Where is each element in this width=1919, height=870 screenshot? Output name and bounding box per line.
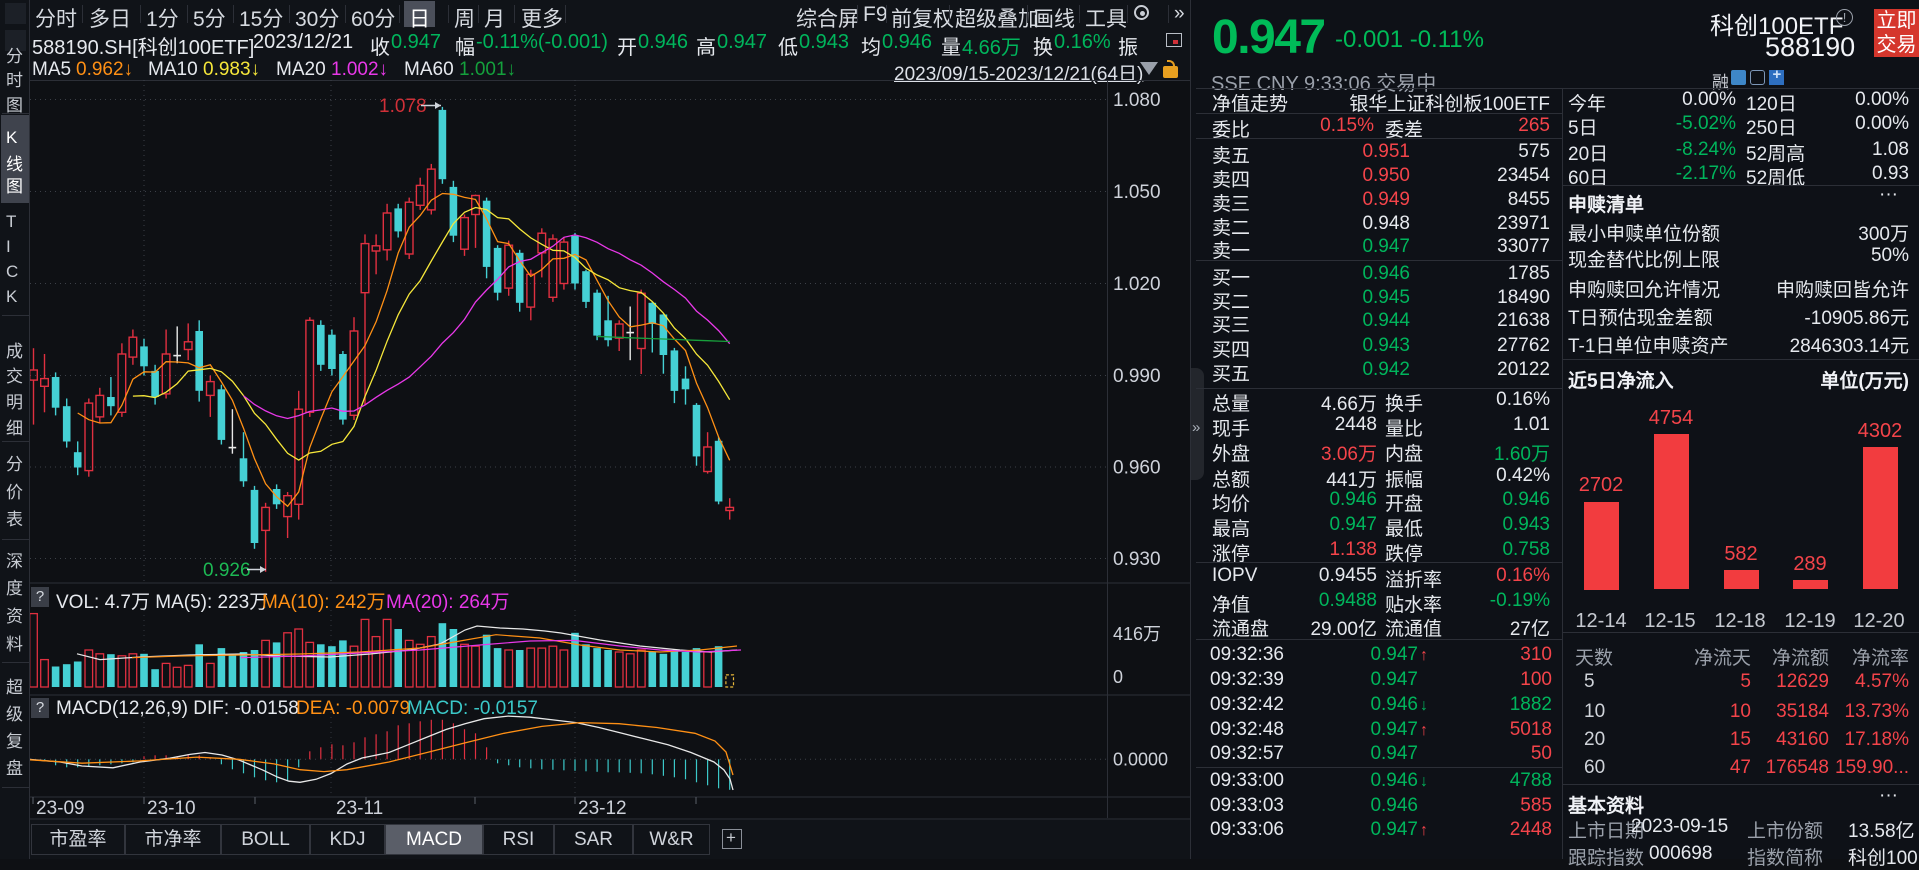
svg-text:0.990: 0.990 (1113, 366, 1161, 387)
svg-text:0: 0 (1113, 667, 1123, 687)
svg-text:0.926: 0.926 (203, 560, 251, 581)
svg-text:1.078: 1.078 (379, 96, 427, 117)
svg-text:0.930: 0.930 (1113, 549, 1161, 570)
svg-text:1.020: 1.020 (1113, 274, 1161, 295)
svg-text:23-09: 23-09 (36, 798, 85, 819)
svg-text:416万: 416万 (1113, 624, 1161, 644)
svg-text:23-12: 23-12 (578, 798, 627, 819)
svg-text:1.080: 1.080 (1113, 90, 1161, 111)
svg-text:23-10: 23-10 (147, 798, 196, 819)
svg-text:0.960: 0.960 (1113, 458, 1161, 479)
svg-text:1.050: 1.050 (1113, 182, 1161, 203)
svg-text:0.0000: 0.0000 (1113, 749, 1168, 769)
svg-text:23-11: 23-11 (336, 798, 383, 819)
